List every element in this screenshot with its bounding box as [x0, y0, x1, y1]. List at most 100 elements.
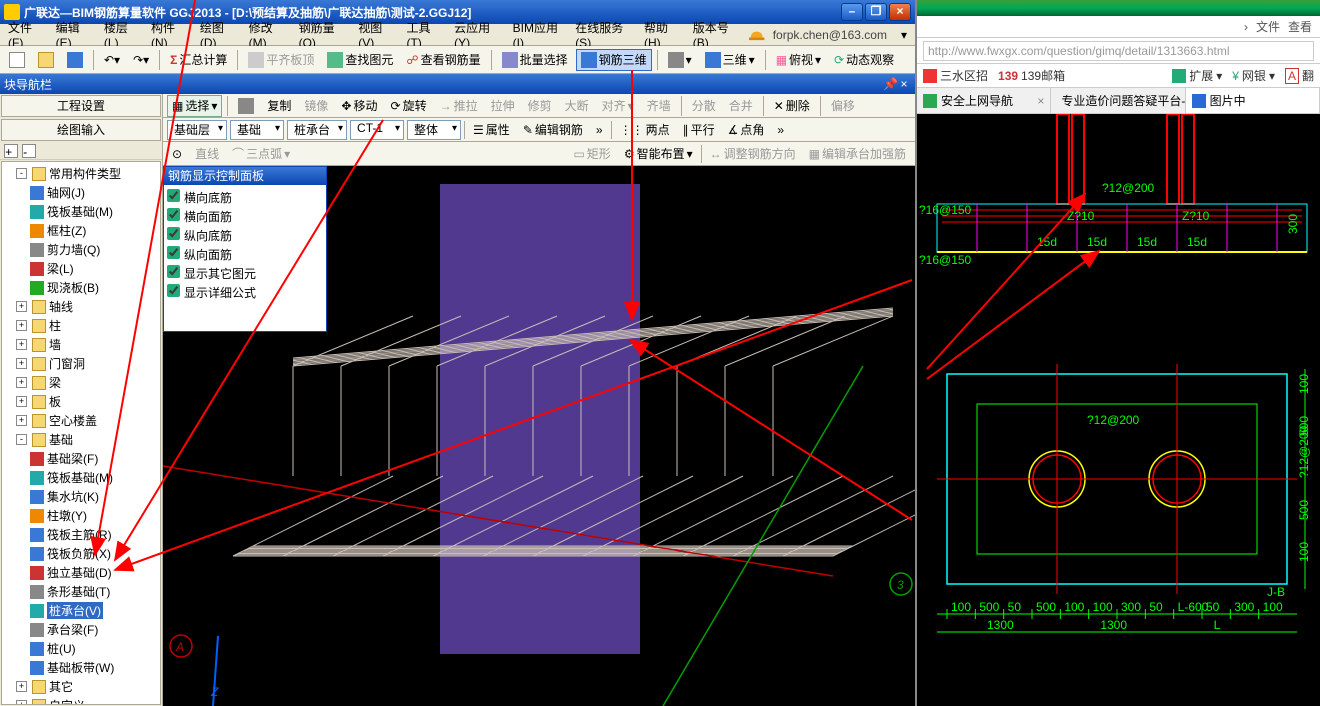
tb-findel-button[interactable]: 查找图元	[322, 49, 398, 71]
tb-rotate[interactable]: ⟳旋转	[386, 95, 432, 117]
panel-check[interactable]: 显示详细公式	[167, 283, 323, 302]
browser-tab-active[interactable]: 图片中	[1186, 88, 1320, 113]
browser-tab[interactable]: 安全上网导航×	[917, 88, 1051, 113]
tree-item[interactable]: 基础梁(F)	[30, 449, 160, 468]
tree-item[interactable]: 基础板带(W)	[30, 658, 160, 677]
tree-group[interactable]: +自定义	[16, 696, 160, 705]
tab-close-icon[interactable]: ×	[1037, 94, 1044, 108]
tb-batch-button[interactable]: 批量选择	[497, 49, 573, 71]
tree-item[interactable]: 轴网(J)	[30, 183, 160, 202]
tree-item[interactable]: 集水坑(K)	[30, 487, 160, 506]
tb-undo-icon[interactable]: ↶▾	[99, 49, 125, 71]
tb-2d-icon[interactable]: ▾	[663, 49, 697, 71]
tb-save-icon[interactable]	[62, 49, 88, 71]
tb-disperse[interactable]: 分散	[687, 95, 721, 117]
viewport-3d[interactable]: 钢筋显示控制面板 横向底筋 横向面筋 纵向底筋 纵向面筋 显示其它图元 显示详细…	[163, 166, 915, 706]
tb-new-icon[interactable]	[4, 49, 30, 71]
tree-item[interactable]: 筏板基础(M)	[30, 202, 160, 221]
tree-item[interactable]: 柱墩(Y)	[30, 506, 160, 525]
tb-open-icon[interactable]	[33, 49, 59, 71]
tree-group-jichu[interactable]: -基础	[16, 430, 160, 449]
tb-2pt[interactable]: ⋮⋮两点	[615, 120, 675, 140]
tb-more2-icon[interactable]: »	[772, 120, 789, 140]
panel-check[interactable]: 显示其它图元	[167, 264, 323, 283]
dd-floor[interactable]: 基础层	[167, 120, 227, 140]
component-tree[interactable]: -常用构件类型 轴网(J) 筏板基础(M) 框柱(Z) 剪力墙(Q) 梁(L) …	[1, 161, 161, 705]
tb-parallel[interactable]: ∥平行	[678, 120, 720, 140]
tb-orbit-button[interactable]: ⟳动态观察	[829, 49, 899, 71]
tb-redo-icon[interactable]: ↷▾	[128, 49, 154, 71]
tree-item[interactable]: 独立基础(D)	[30, 563, 160, 582]
dd-type[interactable]: 桩承台	[287, 120, 347, 140]
tb-select[interactable]: ▦ 选择▾	[167, 95, 222, 117]
tree-item[interactable]: 筏板主筋(R)	[30, 525, 160, 544]
tb-editcap[interactable]: ▦编辑承台加强筋	[804, 144, 911, 164]
browser-view-btn[interactable]: 查看	[1288, 18, 1312, 35]
tree-group[interactable]: +梁	[16, 373, 160, 392]
tb-adjust[interactable]: ↔调整钢筋方向	[705, 144, 801, 164]
tree-item[interactable]: 筏板负筋(X)	[30, 544, 160, 563]
tree-group[interactable]: +空心楼盖	[16, 411, 160, 430]
tb-trim[interactable]: 修剪	[523, 95, 557, 117]
dd-cat[interactable]: 基础	[230, 120, 284, 140]
tree-item-selected[interactable]: 桩承台(V)	[30, 601, 160, 620]
bookmark[interactable]: ¥网银▾	[1232, 67, 1275, 84]
tb-copy[interactable]: 复制	[262, 95, 296, 117]
tb-editrebar[interactable]: ✎编辑钢筋	[518, 120, 588, 140]
tb-delete[interactable]: ✕删除	[769, 95, 815, 117]
rebar-display-panel[interactable]: 钢筋显示控制面板 横向底筋 横向面筋 纵向底筋 纵向面筋 显示其它图元 显示详细…	[163, 166, 327, 332]
tb-arc[interactable]: ⌒三点弧▾	[227, 144, 295, 164]
panel-check[interactable]: 纵向底筋	[167, 226, 323, 245]
bookmark[interactable]: 三水区招	[923, 67, 988, 84]
nav-pin-icon[interactable]: 📌	[883, 77, 897, 91]
panel-check[interactable]: 横向面筋	[167, 207, 323, 226]
tb-move[interactable]: ✥移动	[336, 95, 382, 117]
tb-props[interactable]: ☰属性	[468, 120, 515, 140]
tree-item[interactable]: 桩(U)	[30, 639, 160, 658]
tb-smart[interactable]: ⚙智能布置▾	[619, 144, 698, 164]
tb-pingqi-button[interactable]: 平齐板顶	[243, 49, 319, 71]
dd-scope[interactable]: 整体	[407, 120, 461, 140]
tb-point-icon[interactable]: ⊙	[167, 144, 187, 164]
tb-line[interactable]: 直线	[190, 144, 224, 164]
browser-file-btn[interactable]: 文件	[1256, 18, 1280, 35]
tb-viewrebar-button[interactable]: ☍查看钢筋量	[401, 49, 485, 71]
tb-stretch[interactable]: 拉伸	[486, 95, 520, 117]
bookmark[interactable]: 扩展▾	[1172, 67, 1222, 84]
minimize-button[interactable]: –	[841, 3, 863, 21]
tree-item[interactable]: 现浇板(B)	[30, 278, 160, 297]
nav-tab-project[interactable]: 工程设置	[1, 95, 161, 117]
tree-item[interactable]: 剪力墙(Q)	[30, 240, 160, 259]
tb-offset[interactable]: 偏移	[826, 95, 860, 117]
user-dropdown-icon[interactable]: ▾	[895, 26, 913, 44]
tb-topview-button[interactable]: ▦俯视▾	[771, 49, 826, 71]
maximize-button[interactable]: ❐	[865, 3, 887, 21]
browser-arrow-icon[interactable]: ›	[1244, 20, 1248, 34]
tree-group[interactable]: +板	[16, 392, 160, 411]
tree-item[interactable]: 筏板基础(M)	[30, 468, 160, 487]
tb-mirror[interactable]: 镜像	[299, 95, 333, 117]
tree-group[interactable]: +其它	[16, 677, 160, 696]
tree-collapse-icon[interactable]: -	[22, 144, 36, 158]
tb-more-icon[interactable]: »	[591, 120, 608, 140]
tb-rect[interactable]: ▭矩形	[568, 144, 615, 164]
dd-comp[interactable]: CT-1	[350, 120, 404, 140]
bookmark[interactable]: 139139邮箱	[998, 67, 1065, 84]
tree-item[interactable]: 框柱(Z)	[30, 221, 160, 240]
tb-extend[interactable]: →推拉	[435, 95, 483, 117]
tree-root[interactable]: -常用构件类型	[16, 164, 160, 183]
bookmark[interactable]: A翻	[1285, 67, 1314, 84]
tree-expand-icon[interactable]: +	[4, 144, 18, 158]
tb-break[interactable]: 大断	[560, 95, 594, 117]
close-button[interactable]: ×	[889, 3, 911, 21]
nav-close-icon[interactable]: ×	[897, 77, 911, 91]
hardhat-icon[interactable]	[749, 27, 764, 43]
tree-item[interactable]: 承台梁(F)	[30, 620, 160, 639]
tree-group[interactable]: +墙	[16, 335, 160, 354]
tree-group[interactable]: +柱	[16, 316, 160, 335]
panel-check[interactable]: 横向底筋	[167, 188, 323, 207]
panel-title[interactable]: 钢筋显示控制面板	[164, 167, 326, 185]
tb-merge[interactable]: 合并	[724, 95, 758, 117]
tb-3d-button[interactable]: 三维▾	[700, 49, 760, 71]
tree-item[interactable]: 条形基础(T)	[30, 582, 160, 601]
